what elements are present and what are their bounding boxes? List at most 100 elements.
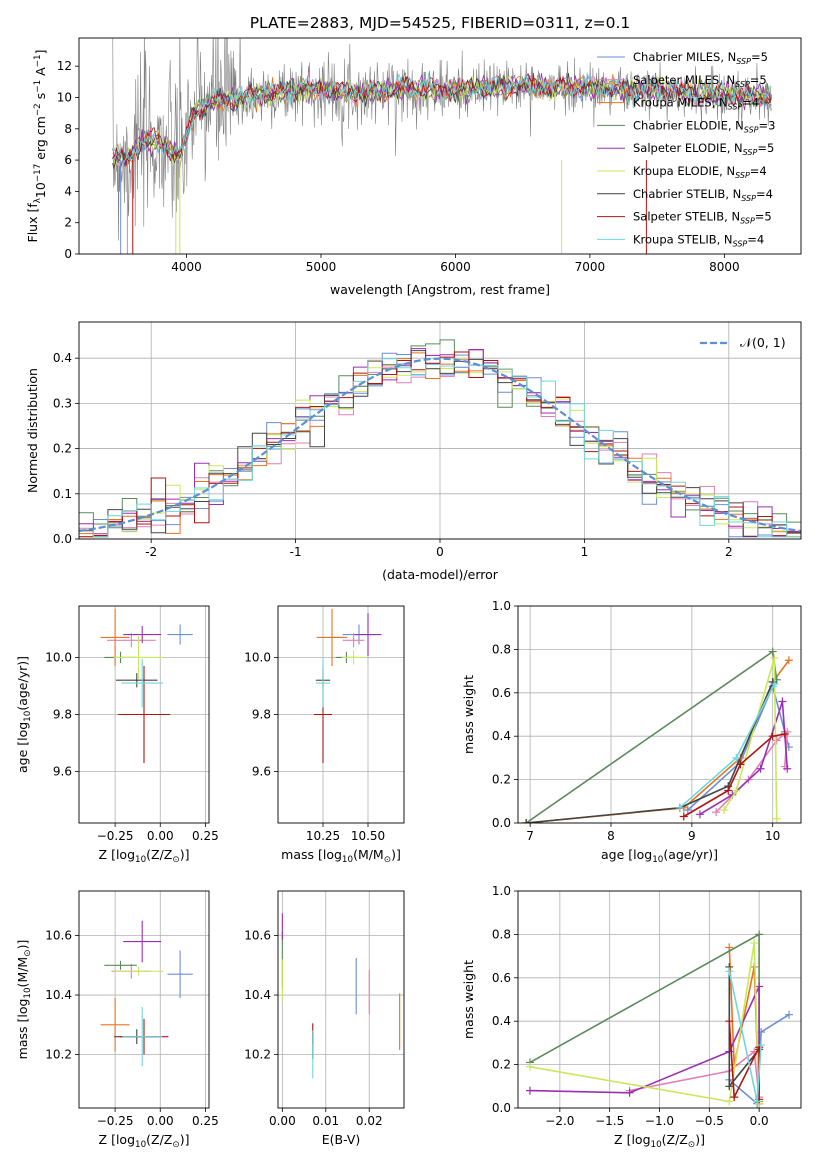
spectrum-ylabel-part: Flux [f <box>25 203 40 243</box>
spectrum-ylabel-part: ] <box>33 50 48 55</box>
mass-weight-vs-z-xlabel-part: Z [log <box>614 1132 650 1147</box>
age-vs-mass-axes-ytick-label: 9.6 <box>252 765 271 779</box>
mass-weight-line <box>683 733 785 818</box>
mass-vs-z-ylabel-part: (M/M <box>15 957 30 988</box>
mass-weight-vs-z-axes-xtick-label: −0.5 <box>695 1114 724 1128</box>
mass-vs-ebv-axes: 0.00 0.01 0.02 10.2 10.4 10.6 E(B-V) <box>244 890 405 1147</box>
spectrum-axes-xtick-label: 7000 <box>575 260 606 274</box>
legend-entry-sub: SSP <box>735 171 750 180</box>
legend-entry-sub: SSP <box>741 194 756 203</box>
residual-histogram-step <box>79 348 801 538</box>
age-vs-z-axes-ytick-label: 9.8 <box>53 708 72 722</box>
mass-weight-marker <box>778 697 787 706</box>
mass-weight-marker <box>724 786 733 795</box>
residuals-axes-ytick-label: 0.0 <box>53 532 72 546</box>
mass-vs-ebv-axes-ytick-label: 10.6 <box>244 929 271 943</box>
spectrum-xlabel: wavelength [Angstrom, rest frame] <box>330 282 550 297</box>
mass-weight-marker <box>756 764 765 773</box>
mass-vs-z-xlabel-part: Z [log <box>99 1132 135 1147</box>
mass-weight-marker <box>675 803 684 812</box>
legend-entry-name: Salpeter ELODIE, N <box>633 141 743 155</box>
mass-weight-vs-z-ylabel: mass weight <box>461 960 476 1039</box>
age-vs-z-axes-marks <box>100 608 193 764</box>
legend-entry: Chabrier ELODIE, NSSP=3 <box>633 118 775 134</box>
age-vs-z-axes-ytick-label: 10.0 <box>45 650 72 664</box>
legend-entry-sub: SSP <box>740 217 755 226</box>
mass-vs-z-ylabel-part: )] <box>15 940 30 950</box>
mass-vs-z-ylabel-part: ⊙ <box>23 949 33 956</box>
spectrum-axes-marks <box>112 38 772 254</box>
age-vs-mass-xlabel-part: )] <box>391 847 401 862</box>
mass-weight-marker <box>770 680 779 689</box>
mass-weight-vs-z-axes-ytick-label: 0.2 <box>492 1058 511 1072</box>
mass-weight-marker <box>785 1010 794 1019</box>
spectrum-model-line <box>112 72 772 164</box>
spectrum-axes-xtick-label: 8000 <box>709 260 740 274</box>
mass-weight-vs-z-xlabel-part: 10 <box>651 1140 662 1150</box>
spectrum-axes-ytick-label: 0 <box>64 247 72 261</box>
mass-vs-z-axes-ytick-label: 10.6 <box>45 929 72 943</box>
mass-vs-ebv-axes-xtick-label: 0.02 <box>356 1114 383 1128</box>
legend-entry-count: =5 <box>757 141 774 155</box>
residuals-axes-ytick-label: 0.2 <box>53 442 72 456</box>
age-vs-z-ylabel: age [log10(age/yr)] <box>15 656 33 773</box>
spectrum-axes-ytick-label: 6 <box>64 153 72 167</box>
mass-weight-vs-z-xlabel-part: ⊙ <box>688 1140 695 1150</box>
mass-weight-marker <box>725 1017 734 1026</box>
age-vs-z-xlabel-part: Z [log <box>99 847 135 862</box>
mass-vs-z-xlabel-part: ⊙ <box>172 1140 179 1150</box>
mass-vs-z-axes-frame <box>78 890 210 1109</box>
age-vs-z-axes: −0.25 0.00 0.259.69.810.0Z [log10(Z/Z⊙)]ag… <box>15 605 219 865</box>
mass-weight-vs-z-axes-xtick-label: −2.0 <box>545 1114 574 1128</box>
mass-weight-marker <box>725 943 734 952</box>
legend-entry-name: Salpeter STELIB, N <box>633 210 740 224</box>
mass-weight-vs-age-axes-ytick-label: 0.4 <box>492 729 511 743</box>
spectrum-axes-ytick-label: 10 <box>57 90 72 104</box>
mass-weight-vs-z-axes: −2.0 −1.5 −1.0 −0.5 0.0 0.0 0.2 0.4 0.6 0.8 1.0 Z [… <box>461 884 802 1150</box>
residual-histogram-step <box>79 351 801 538</box>
mass-weight-marker <box>780 730 789 739</box>
spectrum-axes-xtick-label: 5000 <box>306 260 337 274</box>
spectrum-ylabel-part: −17 <box>33 164 43 182</box>
figure-title: PLATE=2883, MJD=54525, FIBERID=0311, z=0… <box>250 14 631 32</box>
spectrum-axes-ytick-label: 12 <box>57 59 72 73</box>
mass-weight-marker <box>725 1082 734 1091</box>
residual-histogram-step <box>79 358 801 538</box>
mass-weight-line <box>529 933 760 1104</box>
mass-vs-z-xlabel-part: 10 <box>135 1140 146 1150</box>
mass-weight-marker <box>755 930 764 939</box>
age-vs-mass-xlabel-part: (M/M <box>353 847 384 862</box>
legend-entry: Chabrier STELIB, NSSP=4 <box>633 187 773 203</box>
spectrum-ylabel: Flux [fλ10−17 erg cm−2 s−1 A−1] <box>25 50 48 243</box>
spectrum-ylabel-part: s <box>33 93 48 104</box>
mass-weight-vs-z-axes-ytick-label: 0.6 <box>492 971 511 985</box>
age-vs-mass-axes-xtick-label: 10.25 <box>306 829 340 843</box>
mass-vs-z-xlabel-part: )] <box>180 1132 190 1147</box>
spectrum-ylabel-part: 10 <box>33 182 48 198</box>
legend-entry-count: =4 <box>756 187 773 201</box>
mass-weight-vs-z-axes-marks <box>525 930 794 1108</box>
mass-weight-marker <box>736 760 745 769</box>
mass-vs-ebv-axes-marks <box>281 913 401 1079</box>
legend-entry-count: =4 <box>750 164 767 178</box>
mass-vs-z-ylabel: mass [log10(M/M⊙)] <box>15 940 33 1060</box>
residuals-axes-xtick-label: -1 <box>290 545 302 559</box>
mass-weight-marker <box>772 814 781 823</box>
legend-entry: Chabrier MILES, NSSP=5 <box>633 50 768 66</box>
mass-weight-vs-age-axes-xtick-label: 10 <box>765 829 780 843</box>
mass-weight-marker <box>712 808 721 817</box>
mass-weight-marker <box>757 1041 766 1050</box>
residuals-axes-xtick-label: 0 <box>436 545 444 559</box>
residuals-axes-xtick-label: 2 <box>725 545 733 559</box>
spectrum-axes-xtick-label: 6000 <box>440 260 471 274</box>
legend-entry: Salpeter ELODIE, NSSP=5 <box>633 141 774 157</box>
mass-weight-marker <box>772 736 781 745</box>
mass-vs-ebv-axes-ytick-label: 10.4 <box>244 988 271 1002</box>
legend-entry: Salpeter STELIB, NSSP=5 <box>633 210 772 226</box>
mass-weight-marker <box>753 1097 762 1106</box>
mass-weight-vs-z-axes-ytick-label: 0.4 <box>492 1014 511 1028</box>
spectrum-ylabel-part: λ <box>33 198 43 203</box>
residual-histogram-step <box>79 350 801 538</box>
age-vs-mass-xlabel: mass [log10(M/M⊙)] <box>281 847 401 865</box>
